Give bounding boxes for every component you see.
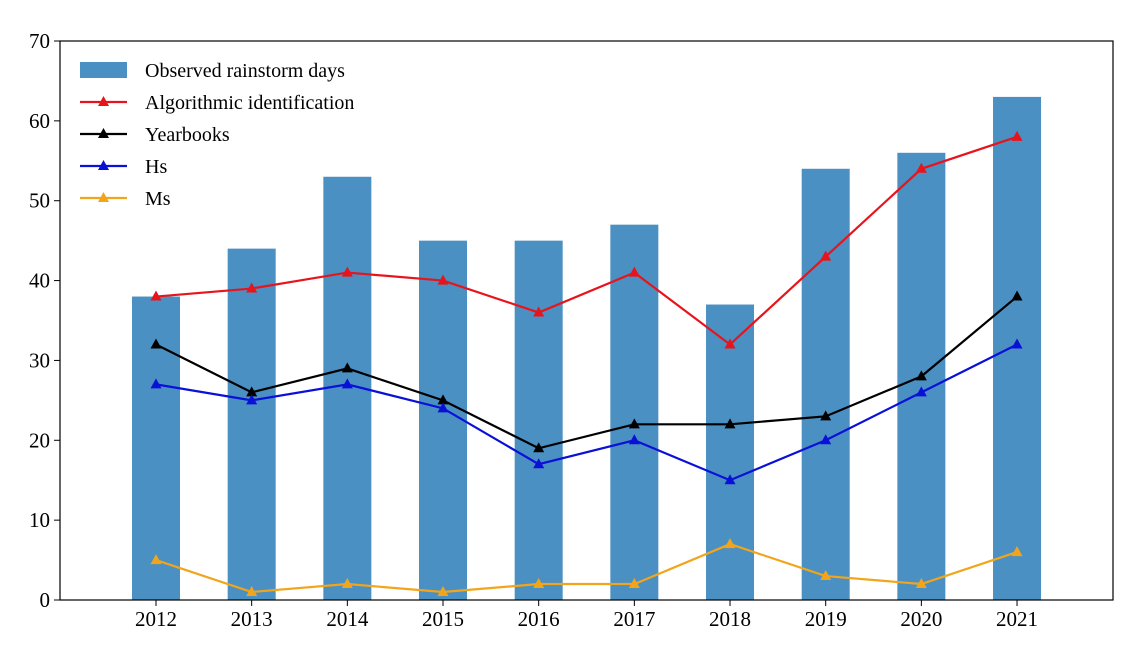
ytick-label: 0 <box>40 588 51 612</box>
point-hs-2013 <box>246 394 258 405</box>
point-ms-2021 <box>1011 546 1023 557</box>
ytick-label: 30 <box>29 348 50 372</box>
point-yearbooks-2015 <box>437 394 449 405</box>
point-hs-2014 <box>341 378 353 389</box>
xtick-label: 2019 <box>805 607 847 631</box>
point-yearbooks-2019 <box>820 410 832 421</box>
bar-2016 <box>514 240 563 600</box>
plot-frame <box>59 40 1114 601</box>
point-algorithmic-identification-2014 <box>341 266 353 277</box>
point-yearbooks-2012 <box>150 338 162 349</box>
point-algorithmic-identification-2020 <box>915 162 927 173</box>
bar-2019 <box>801 168 850 600</box>
xtick-label: 2018 <box>709 607 751 631</box>
point-algorithmic-identification-2021 <box>1011 130 1023 141</box>
point-hs-2021 <box>1011 338 1023 349</box>
legend-marker <box>98 128 109 138</box>
point-ms-2016 <box>533 578 545 589</box>
bar-2015 <box>419 240 468 600</box>
xtick-label: 2012 <box>135 607 177 631</box>
bar-2013 <box>227 248 276 600</box>
point-ms-2012 <box>150 554 162 565</box>
point-algorithmic-identification-2016 <box>533 306 545 317</box>
bar-2017 <box>610 224 659 600</box>
legend-label: Yearbooks <box>145 124 230 146</box>
point-yearbooks-2013 <box>246 386 258 397</box>
point-hs-2016 <box>533 458 545 469</box>
point-yearbooks-2017 <box>628 418 640 429</box>
point-hs-2012 <box>150 378 162 389</box>
point-hs-2019 <box>820 434 832 445</box>
ytick-label: 10 <box>29 508 50 532</box>
point-yearbooks-2021 <box>1011 290 1023 301</box>
xtick-label: 2017 <box>613 607 655 631</box>
point-ms-2017 <box>628 578 640 589</box>
point-ms-2014 <box>341 578 353 589</box>
point-algorithmic-identification-2017 <box>628 266 640 277</box>
ytick-label: 60 <box>29 109 50 133</box>
point-yearbooks-2018 <box>724 418 736 429</box>
line-yearbooks <box>155 295 1018 450</box>
point-algorithmic-identification-2019 <box>820 250 832 261</box>
point-hs-2017 <box>628 434 640 445</box>
point-ms-2020 <box>915 578 927 589</box>
xtick-label: 2020 <box>900 607 942 631</box>
line-algorithmic-identification <box>155 135 1018 346</box>
point-algorithmic-identification-2012 <box>150 290 162 301</box>
point-yearbooks-2014 <box>341 362 353 373</box>
legend-label: Observed rainstorm days <box>145 60 345 82</box>
ytick-label: 20 <box>29 428 50 452</box>
legend-swatch-bars <box>80 62 127 78</box>
xtick-label: 2016 <box>518 607 560 631</box>
point-hs-2018 <box>724 474 736 485</box>
point-algorithmic-identification-2015 <box>437 274 449 285</box>
legend-label: Hs <box>145 156 167 178</box>
point-ms-2015 <box>437 586 449 597</box>
legend-label: Algorithmic identification <box>145 92 354 114</box>
xtick-label: 2015 <box>422 607 464 631</box>
point-ms-2013 <box>246 586 258 597</box>
point-algorithmic-identification-2013 <box>246 282 258 293</box>
xtick-label: 2021 <box>996 607 1038 631</box>
bar-2018 <box>706 304 755 600</box>
xtick-label: 2014 <box>326 607 369 631</box>
line-ms <box>155 542 1018 594</box>
point-ms-2018 <box>724 538 736 549</box>
point-hs-2015 <box>437 402 449 413</box>
line-hs <box>155 343 1018 482</box>
legend-marker <box>98 192 109 202</box>
legend-label: Ms <box>145 188 171 210</box>
legend-marker <box>98 96 109 106</box>
ytick-label: 50 <box>29 189 50 213</box>
point-algorithmic-identification-2018 <box>724 338 736 349</box>
ytick-label: 70 <box>29 29 50 53</box>
point-ms-2019 <box>820 570 832 581</box>
point-yearbooks-2016 <box>533 442 545 453</box>
xtick-label: 2013 <box>231 607 273 631</box>
ytick-label: 40 <box>29 269 50 293</box>
point-yearbooks-2020 <box>915 370 927 381</box>
legend-marker <box>98 160 109 170</box>
point-hs-2020 <box>915 386 927 397</box>
